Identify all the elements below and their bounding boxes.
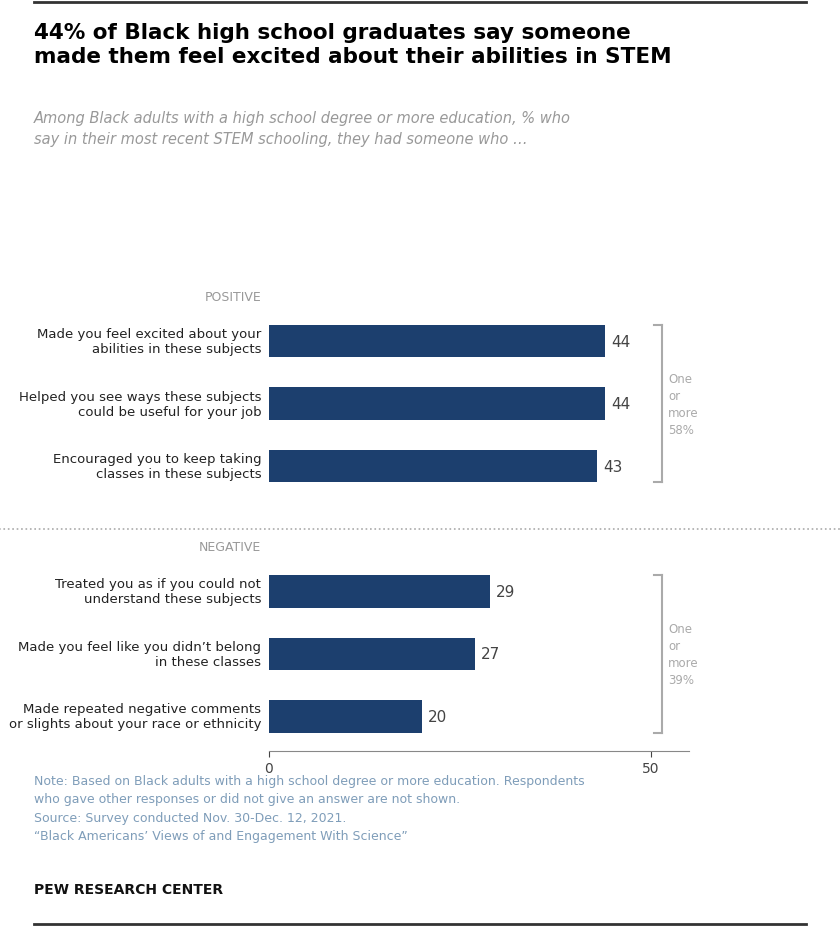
Bar	[269, 638, 475, 670]
Text: Made you feel excited about your
abilities in these subjects: Made you feel excited about your abiliti…	[37, 328, 261, 356]
Text: NEGATIVE: NEGATIVE	[199, 540, 261, 553]
Text: Note: Based on Black adults with a high school degree or more education. Respond: Note: Based on Black adults with a high …	[34, 774, 585, 843]
Text: Among Black adults with a high school degree or more education, % who
say in the: Among Black adults with a high school de…	[34, 111, 570, 146]
Text: 43: 43	[603, 459, 622, 475]
Text: Made you feel like you didn’t belong
in these classes: Made you feel like you didn’t belong in …	[18, 640, 261, 668]
Bar	[269, 700, 422, 732]
Text: PEW RESEARCH CENTER: PEW RESEARCH CENTER	[34, 883, 223, 896]
Bar	[269, 325, 605, 358]
Text: One
or
more
39%: One or more 39%	[668, 622, 699, 686]
Text: 20: 20	[428, 709, 447, 724]
Bar	[269, 388, 605, 421]
Text: 44: 44	[611, 397, 630, 412]
Text: 29: 29	[496, 584, 516, 599]
Text: 27: 27	[481, 646, 501, 662]
Text: 44: 44	[611, 335, 630, 349]
Bar	[269, 576, 491, 608]
Text: Made repeated negative comments
or slights about your race or ethnicity: Made repeated negative comments or sligh…	[8, 703, 261, 730]
Text: Treated you as if you could not
understand these subjects: Treated you as if you could not understa…	[55, 578, 261, 605]
Bar	[269, 451, 597, 483]
Text: POSITIVE: POSITIVE	[204, 290, 261, 303]
Text: One
or
more
58%: One or more 58%	[668, 373, 699, 437]
Text: 44% of Black high school graduates say someone
made them feel excited about thei: 44% of Black high school graduates say s…	[34, 23, 671, 67]
Text: Encouraged you to keep taking
classes in these subjects: Encouraged you to keep taking classes in…	[53, 452, 261, 481]
Text: Helped you see ways these subjects
could be useful for your job: Helped you see ways these subjects could…	[18, 390, 261, 418]
